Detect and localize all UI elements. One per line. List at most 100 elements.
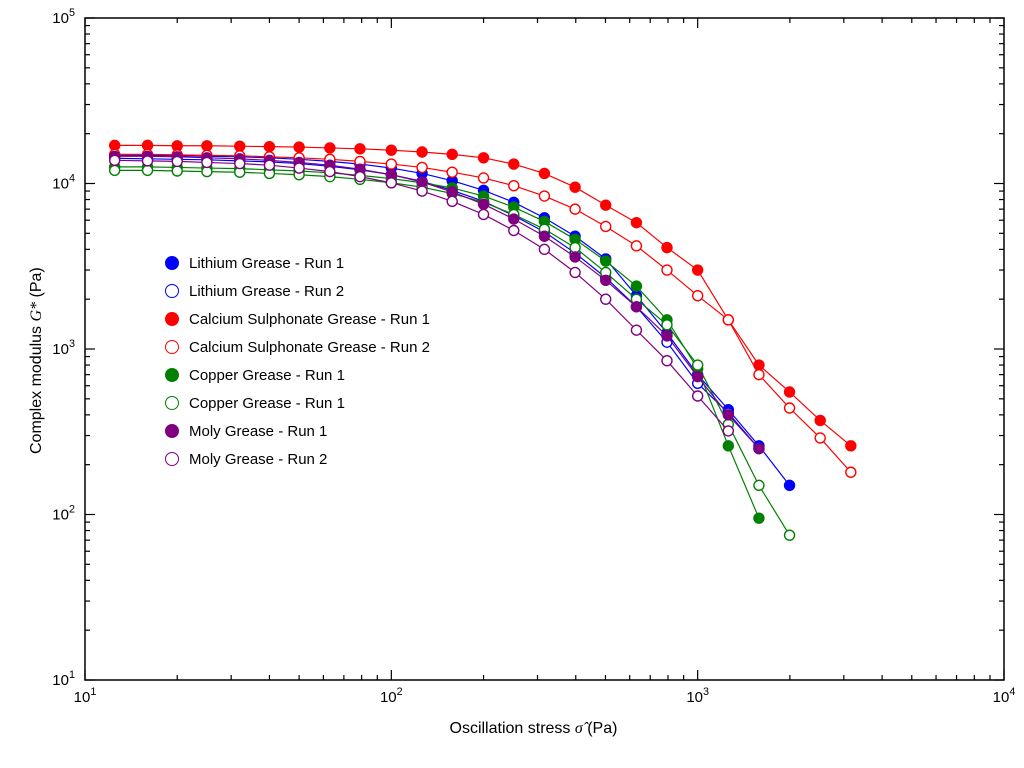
series-marker — [631, 325, 641, 335]
series-marker — [723, 410, 733, 420]
legend-label: Moly Grease - Run 1 — [189, 423, 327, 440]
legend-swatch — [165, 284, 179, 298]
legend-swatch — [165, 452, 179, 466]
series-marker — [662, 243, 672, 253]
series-marker — [601, 256, 611, 266]
series-marker — [509, 159, 519, 169]
series-marker — [631, 241, 641, 251]
legend-swatch — [165, 396, 179, 410]
series-marker — [631, 218, 641, 228]
series-marker — [294, 163, 304, 173]
series-marker — [539, 168, 549, 178]
legend-swatch — [165, 312, 179, 326]
series-marker — [846, 441, 856, 451]
series-marker — [662, 320, 672, 330]
legend-swatch — [165, 368, 179, 382]
series-marker — [294, 142, 304, 152]
series-marker — [785, 387, 795, 397]
series-marker — [110, 165, 120, 175]
series-marker — [447, 187, 457, 197]
series-marker — [447, 167, 457, 177]
legend-item: Calcium Sulphonate Grease - Run 1 — [165, 310, 430, 328]
x-axis-label-suffix: (Pa) — [583, 720, 618, 737]
series-marker — [539, 231, 549, 241]
svg-text:103: 103 — [686, 686, 709, 706]
series-marker — [570, 267, 580, 277]
series-marker — [846, 467, 856, 477]
series-marker — [754, 370, 764, 380]
legend-label: Copper Grease - Run 1 — [189, 367, 345, 384]
series-marker — [479, 209, 489, 219]
legend-item: Copper Grease - Run 1 — [165, 366, 430, 384]
series-marker — [601, 294, 611, 304]
series-marker — [662, 356, 672, 366]
series-marker — [785, 530, 795, 540]
series-marker — [723, 426, 733, 436]
series-marker — [785, 480, 795, 490]
series-marker — [815, 433, 825, 443]
series-marker — [386, 178, 396, 188]
legend-label: Calcium Sulphonate Grease - Run 2 — [189, 339, 430, 356]
series-marker — [509, 214, 519, 224]
series-marker — [172, 166, 182, 176]
series-marker — [539, 191, 549, 201]
legend-item: Moly Grease - Run 1 — [165, 422, 430, 440]
series-marker — [601, 221, 611, 231]
svg-text:104: 104 — [993, 686, 1016, 706]
series-marker — [693, 391, 703, 401]
svg-text:103: 103 — [52, 338, 75, 358]
x-axis-label-symbol: σ̂ — [575, 720, 583, 737]
y-axis-label-prefix: Complex modulus — [28, 322, 45, 455]
series-marker — [631, 302, 641, 312]
series-marker — [355, 172, 365, 182]
series-marker — [570, 243, 580, 253]
series-marker — [417, 162, 427, 172]
series-marker — [693, 291, 703, 301]
series-marker — [417, 147, 427, 157]
legend-swatch — [165, 424, 179, 438]
x-axis-label: Oscillation stress σ̂ (Pa) — [450, 720, 618, 738]
series-marker — [355, 144, 365, 154]
series-marker — [539, 244, 549, 254]
svg-text:101: 101 — [74, 686, 97, 706]
series-marker — [235, 159, 245, 169]
series-marker — [447, 196, 457, 206]
legend-item: Lithium Grease - Run 1 — [165, 254, 430, 272]
legend: Lithium Grease - Run 1 Lithium Grease - R… — [165, 254, 430, 478]
x-axis-label-prefix: Oscillation stress — [450, 720, 575, 737]
y-axis-label: Complex modulus G* (Pa) — [28, 267, 46, 454]
series-marker — [264, 142, 274, 152]
series-marker — [693, 372, 703, 382]
svg-text:102: 102 — [380, 686, 403, 706]
series-marker — [693, 265, 703, 275]
series-marker — [479, 153, 489, 163]
legend-swatch — [165, 340, 179, 354]
series-marker — [815, 415, 825, 425]
series-marker — [325, 167, 335, 177]
legend-item: Calcium Sulphonate Grease - Run 2 — [165, 338, 430, 356]
legend-item: Lithium Grease - Run 2 — [165, 282, 430, 300]
series-marker — [386, 145, 396, 155]
y-axis-label-symbol: G* — [28, 302, 45, 322]
series-marker — [143, 156, 153, 166]
legend-item: Copper Grease - Run 1 — [165, 394, 430, 412]
series-marker — [631, 281, 641, 291]
legend-item: Moly Grease - Run 2 — [165, 450, 430, 468]
series-marker — [662, 331, 672, 341]
legend-swatch — [165, 256, 179, 270]
legend-label: Lithium Grease - Run 1 — [189, 255, 344, 272]
series-marker — [723, 441, 733, 451]
series-marker — [202, 157, 212, 167]
series-marker — [754, 444, 764, 454]
chart-container: 101102103104101102103104105 Oscillation … — [0, 0, 1024, 768]
legend-label: Copper Grease - Run 1 — [189, 395, 345, 412]
series-marker — [386, 159, 396, 169]
y-axis-label-suffix: (Pa) — [28, 267, 45, 302]
series-marker — [693, 360, 703, 370]
svg-text:101: 101 — [52, 669, 75, 689]
series-marker — [509, 226, 519, 236]
series-marker — [325, 143, 335, 153]
series-marker — [601, 200, 611, 210]
series-marker — [143, 165, 153, 175]
legend-label: Calcium Sulphonate Grease - Run 1 — [189, 311, 430, 328]
